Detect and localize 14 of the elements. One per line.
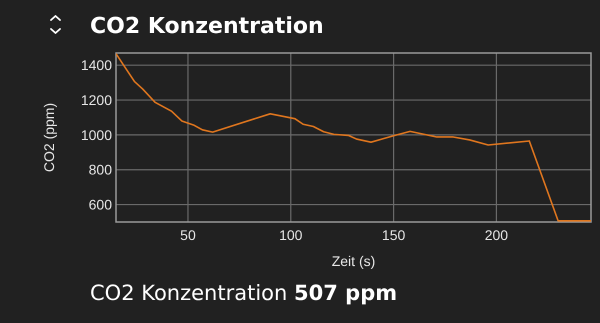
y-axis-title: CO2 (ppm) bbox=[41, 102, 57, 172]
x-tick-label: 50 bbox=[180, 227, 196, 243]
chart-title: CO2 Konzentration bbox=[90, 14, 324, 39]
y-tick-label: 600 bbox=[88, 196, 112, 213]
text: CO2 Konzentration 507 ppm bbox=[90, 281, 398, 305]
x-tick-label: 100 bbox=[279, 227, 303, 243]
line-series bbox=[116, 52, 591, 222]
y-tick-label: 1200 bbox=[80, 92, 112, 108]
x-tick-label: 150 bbox=[382, 227, 406, 243]
y-tick-label: 1400 bbox=[80, 57, 112, 74]
x-axis-title: Zeit (s) bbox=[332, 253, 376, 269]
x-tick-label: 200 bbox=[484, 227, 508, 243]
y-tick-label: 1000 bbox=[80, 126, 112, 143]
y-tick-label: 800 bbox=[88, 162, 112, 178]
